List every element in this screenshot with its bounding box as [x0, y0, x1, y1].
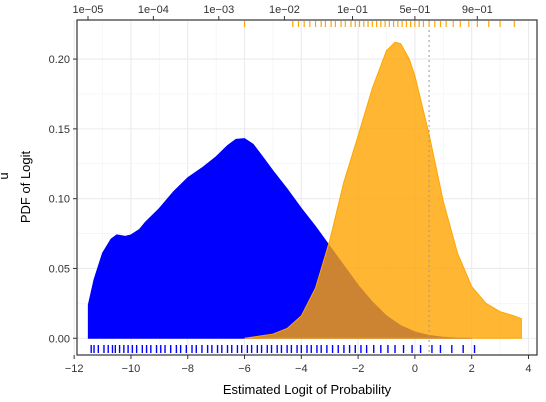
x-tick-label: −10 — [122, 363, 141, 375]
y-tick-label: 0.10 — [49, 194, 70, 206]
y-axis-title-fragment: u — [0, 172, 11, 179]
top-tick-label: 9e−01 — [462, 4, 493, 16]
density-area-1 — [244, 41, 522, 339]
top-tick-label: 5e−01 — [399, 4, 430, 16]
y-axis: 0.00 0.05 0.10 0.15 0.20 — [49, 54, 77, 345]
rug-marks — [90, 21, 515, 353]
y-tick-label: 0.00 — [49, 333, 70, 345]
x-tick-label: −4 — [295, 363, 308, 375]
y-axis-title: PDF of Logit — [18, 150, 33, 223]
x-axis: −12 −10 −8 −6 −4 −2 0 2 4 — [65, 355, 532, 375]
x-axis-title: Estimated Logit of Probability — [223, 382, 392, 397]
x-tick-label: −6 — [238, 363, 251, 375]
top-tick-label: 1e−04 — [138, 4, 169, 16]
panel-border — [76, 19, 538, 356]
x-tick-label: 0 — [412, 363, 418, 375]
top-probability-axis: 1e−05 1e−04 1e−03 1e−02 1e−01 5e−01 9e−01 — [73, 4, 493, 20]
x-tick-label: 2 — [469, 363, 475, 375]
x-tick-label: −8 — [181, 363, 194, 375]
y-tick-label: 0.20 — [49, 54, 70, 66]
top-tick-label: 1e−05 — [73, 4, 104, 16]
top-tick-label: 1e−01 — [337, 4, 368, 16]
x-tick-label: 4 — [525, 363, 531, 375]
y-tick-label: 0.15 — [49, 124, 70, 136]
y-tick-label: 0.05 — [49, 263, 70, 275]
x-tick-label: −2 — [352, 363, 365, 375]
top-tick-label: 1e−03 — [203, 4, 234, 16]
x-tick-label: −12 — [65, 363, 84, 375]
density-areas — [87, 41, 522, 339]
top-tick-label: 1e−02 — [269, 4, 300, 16]
